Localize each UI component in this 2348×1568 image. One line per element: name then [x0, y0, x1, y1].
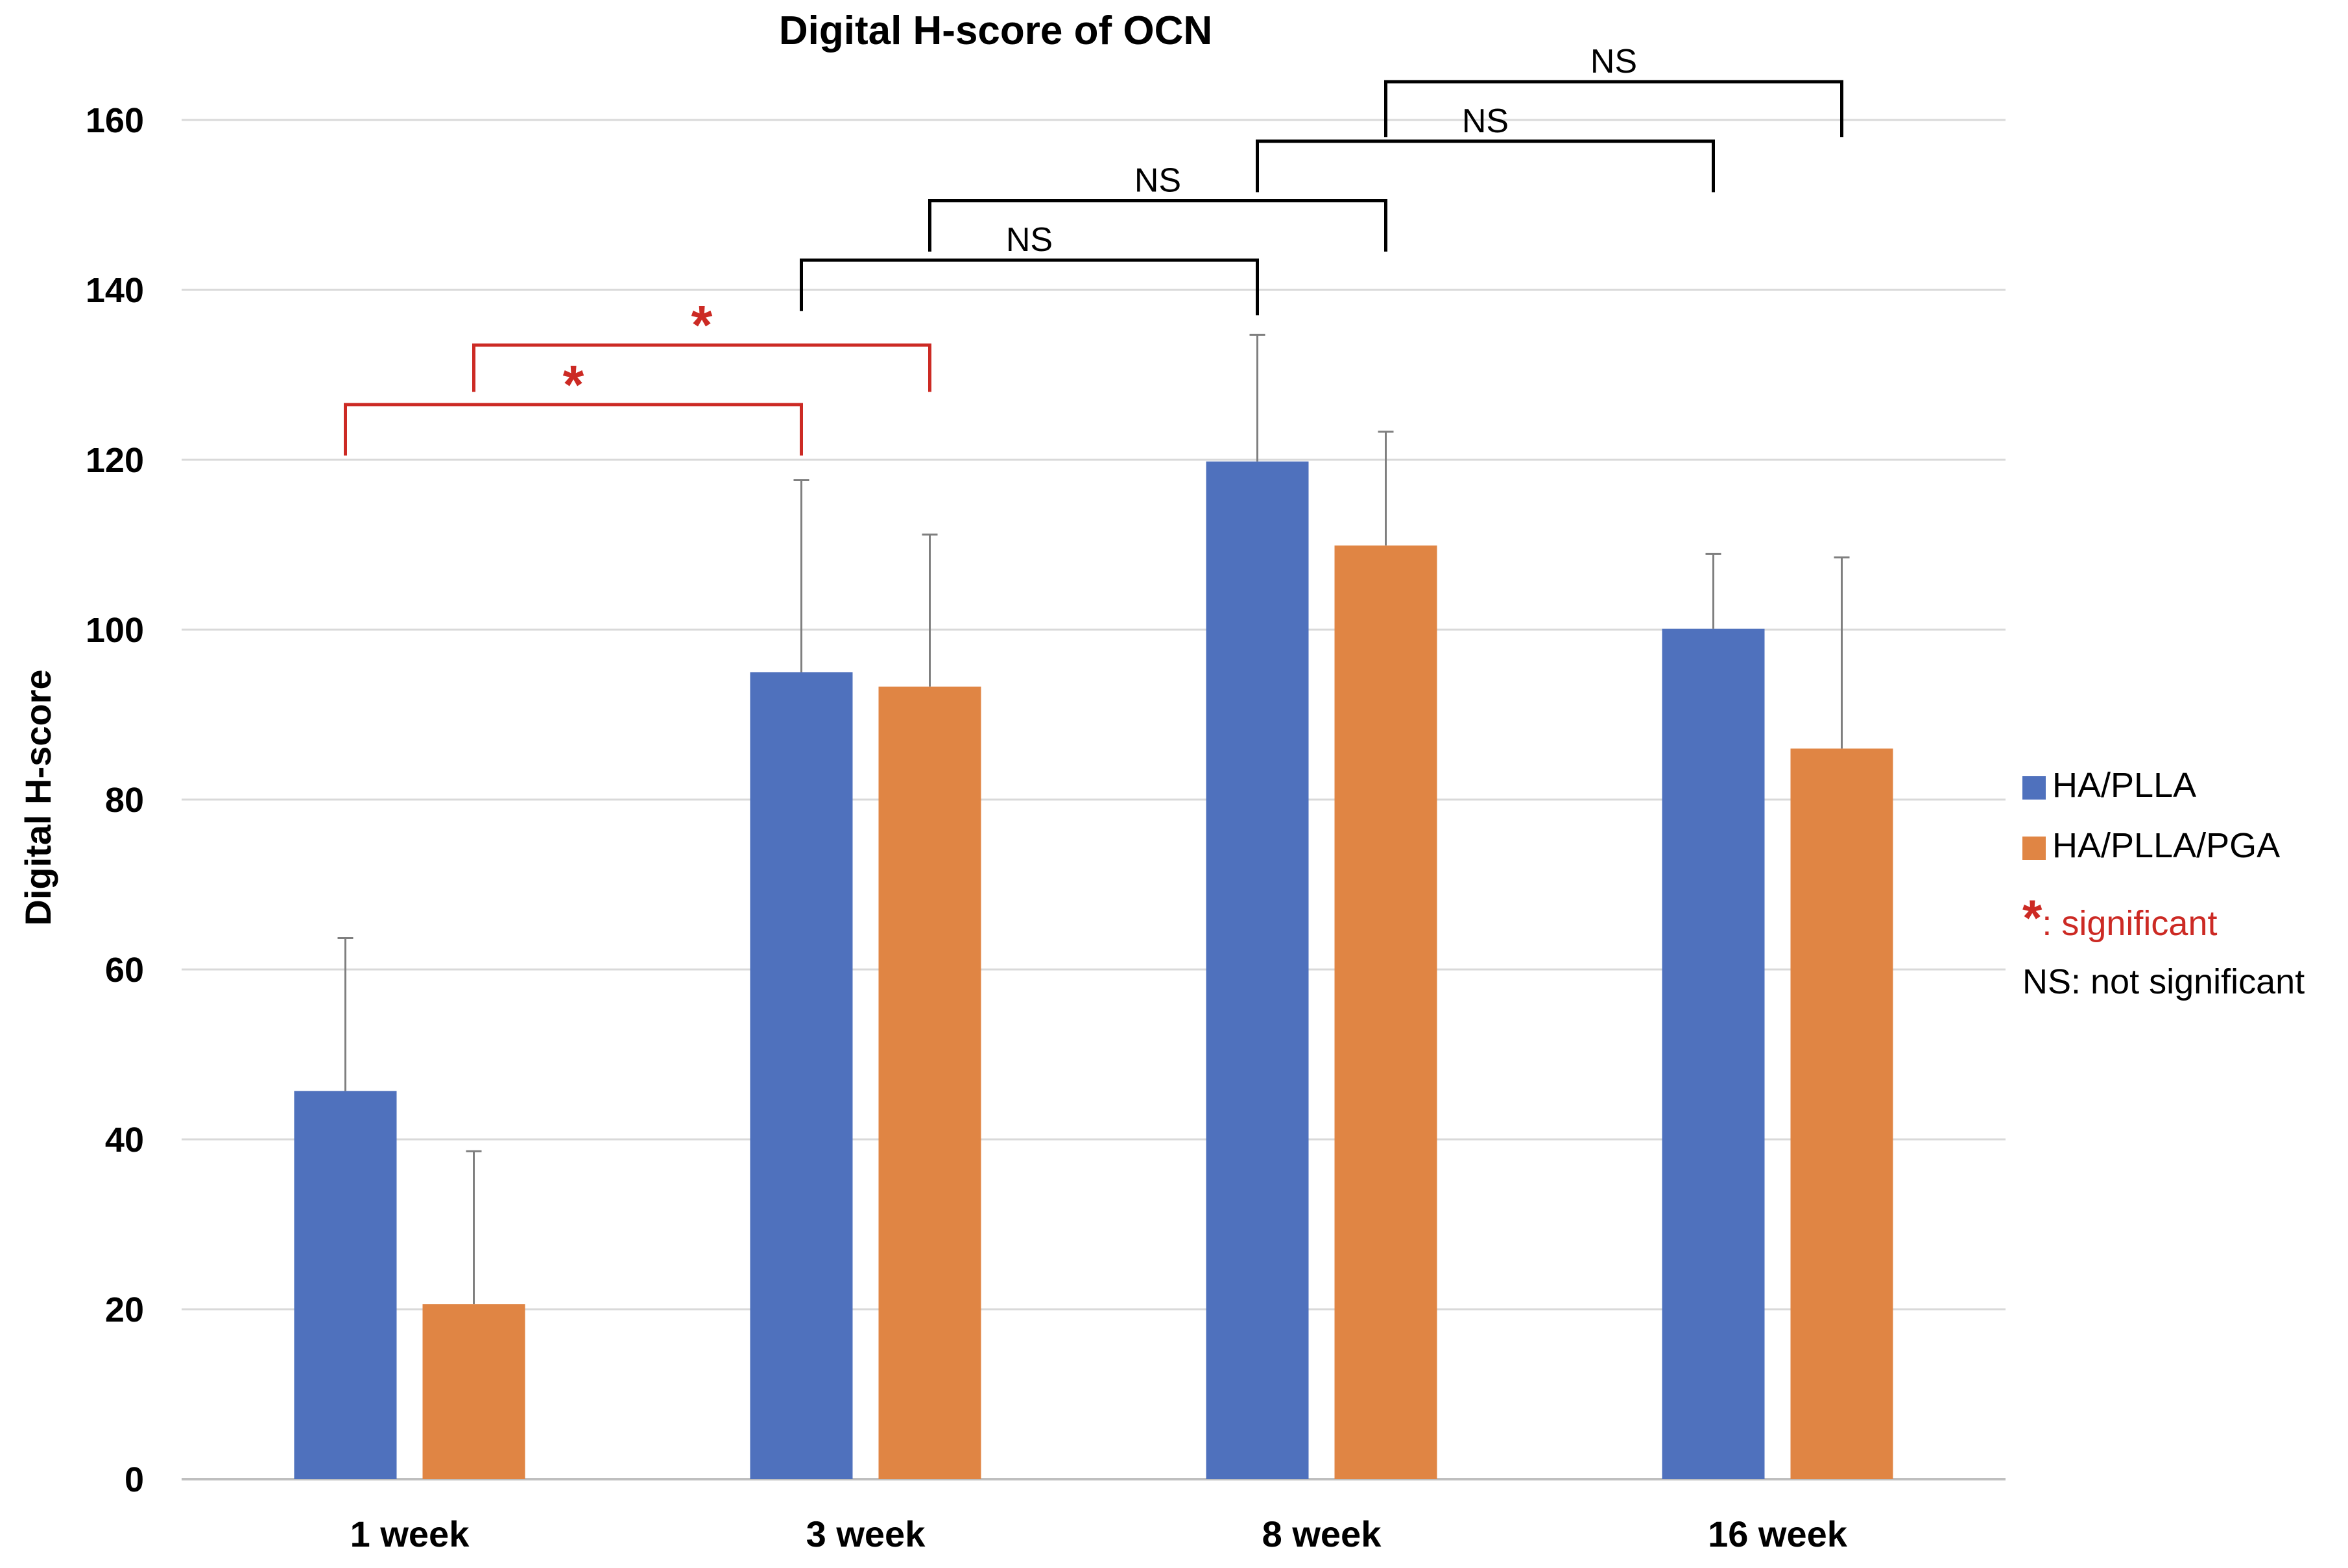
bar-ha-plla-pga	[1790, 748, 1893, 1479]
significance-bracket	[1384, 80, 1843, 137]
x-tick-label: 16 week	[1708, 1514, 1848, 1554]
y-axis-ticks: 0 20 40 60 80 100 120 140 160	[86, 101, 144, 1499]
x-tick-label: 8 week	[1262, 1514, 1382, 1554]
y-tick-label: 80	[105, 781, 144, 820]
significance-bracket	[472, 343, 931, 392]
y-tick-label: 140	[86, 271, 144, 310]
legend-label: HA/PLLA/PGA	[2052, 826, 2280, 865]
bar-ha-plla	[750, 672, 853, 1479]
y-axis-label: Digital H-score	[18, 669, 58, 925]
significance-bracket	[1256, 139, 1715, 193]
y-tick-label: 160	[86, 101, 144, 140]
bars	[294, 461, 1893, 1480]
error-bars	[337, 333, 1850, 1305]
bar-ha-plla	[294, 1091, 397, 1479]
bar-ha-plla	[1662, 628, 1765, 1480]
x-axis-ticks: 1 week 3 week 8 week 16 week	[350, 1514, 1848, 1554]
significance-ns-label: NS	[1462, 102, 1509, 140]
significance-ns-label: NS	[1590, 43, 1637, 80]
chart-title: Digital H-score of OCN	[779, 8, 1212, 53]
legend-label: HA/PLLA	[2052, 766, 2196, 805]
significance-star: *	[691, 294, 713, 355]
significance-bracket	[344, 403, 803, 456]
legend-note: *: significant	[2022, 889, 2218, 946]
y-tick-label: 20	[105, 1290, 144, 1329]
legend-note-text: : significant	[2042, 904, 2217, 943]
y-tick-label: 100	[86, 611, 144, 650]
significance-brackets: * * NS NS NS NS	[344, 43, 1843, 456]
significance-ns-label: NS	[1134, 161, 1181, 199]
significance-ns-label: NS	[1006, 221, 1053, 259]
significance-bracket	[928, 198, 1387, 252]
y-tick-label: 0	[125, 1460, 144, 1499]
x-tick-label: 3 week	[806, 1514, 926, 1554]
significance-star: *	[563, 354, 584, 415]
legend-swatch	[2022, 837, 2046, 860]
bar-ha-plla	[1206, 461, 1309, 1479]
bar-ha-plla-pga	[1334, 545, 1437, 1479]
significance-bracket	[800, 258, 1259, 316]
bar-ha-plla-pga	[422, 1304, 525, 1479]
y-tick-label: 40	[105, 1121, 144, 1159]
y-tick-label: 120	[86, 441, 144, 480]
bar-ha-plla-pga	[878, 686, 981, 1479]
legend-note-symbol: *	[2022, 889, 2043, 946]
legend-swatch	[2022, 776, 2046, 800]
x-tick-label: 1 week	[350, 1514, 470, 1554]
legend-note: NS: not significant	[2022, 962, 2305, 1001]
y-tick-label: 60	[105, 951, 144, 990]
